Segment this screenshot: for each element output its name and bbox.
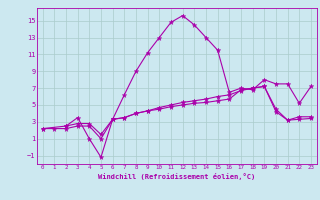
X-axis label: Windchill (Refroidissement éolien,°C): Windchill (Refroidissement éolien,°C) [98, 173, 255, 180]
